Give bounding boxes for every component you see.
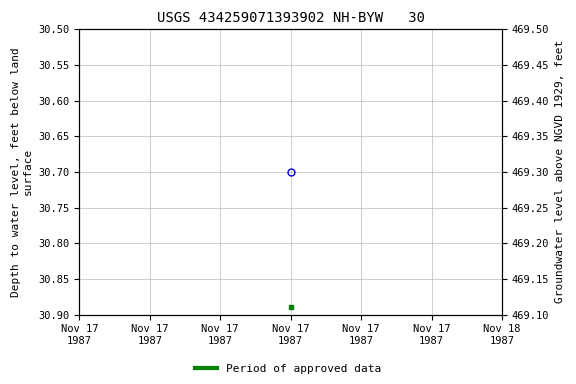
- Title: USGS 434259071393902 NH-BYW   30: USGS 434259071393902 NH-BYW 30: [157, 11, 425, 25]
- Y-axis label: Groundwater level above NGVD 1929, feet: Groundwater level above NGVD 1929, feet: [555, 40, 564, 303]
- Y-axis label: Depth to water level, feet below land
surface: Depth to water level, feet below land su…: [12, 47, 33, 297]
- Legend: Period of approved data: Period of approved data: [191, 359, 385, 379]
